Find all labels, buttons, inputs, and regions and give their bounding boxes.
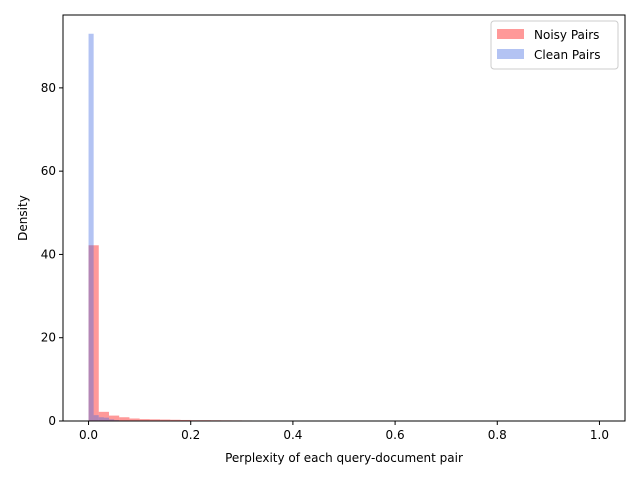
legend: Noisy Pairs Clean Pairs [490,20,619,70]
bar-noisy-2 [108,415,120,421]
bar-clean-0 [88,33,94,421]
x-tick-label: 0.6 [386,428,405,442]
legend-swatch-noisy [497,29,524,39]
x-axis-label: Perplexity of each query-document pair [225,451,463,465]
y-tick-label: 20 [41,331,56,345]
plot-frame [62,14,626,422]
bar-noisy-6 [149,419,161,421]
x-tick-label: 0.0 [79,428,98,442]
legend-label-clean: Clean Pairs [534,48,600,62]
bars-layer [88,33,293,421]
y-tick-label: 0 [48,414,56,428]
y-axis-ticks: 0 20 40 60 80 [41,81,63,428]
x-tick-label: 1.0 [590,428,609,442]
bar-clean-3 [103,417,109,421]
legend-label-noisy: Noisy Pairs [534,28,599,42]
bar-noisy-4 [129,418,140,421]
bar-clean-1 [93,415,99,421]
bar-clean-4 [108,419,115,421]
bar-clean-2 [98,417,104,421]
y-tick-label: 80 [41,81,56,95]
bar-noisy-3 [119,417,130,421]
bar-noisy-9 [180,419,191,421]
bar-noisy-8 [170,419,181,421]
x-tick-label: 0.8 [488,428,507,442]
bar-noisy-7 [160,419,171,421]
bar-noisy-1 [98,411,109,421]
y-tick-label: 60 [41,164,56,178]
y-tick-label: 40 [41,247,56,261]
bar-noisy-5 [139,419,150,421]
legend-swatch-clean [497,49,524,59]
x-axis-ticks: 0.0 0.2 0.4 0.6 0.8 1.0 [79,421,609,442]
y-axis-label: Density [16,195,30,241]
bar-noisy-0 [88,245,99,421]
x-tick-label: 0.2 [181,428,200,442]
legend-box [490,20,619,70]
x-tick-label: 0.4 [283,428,302,442]
